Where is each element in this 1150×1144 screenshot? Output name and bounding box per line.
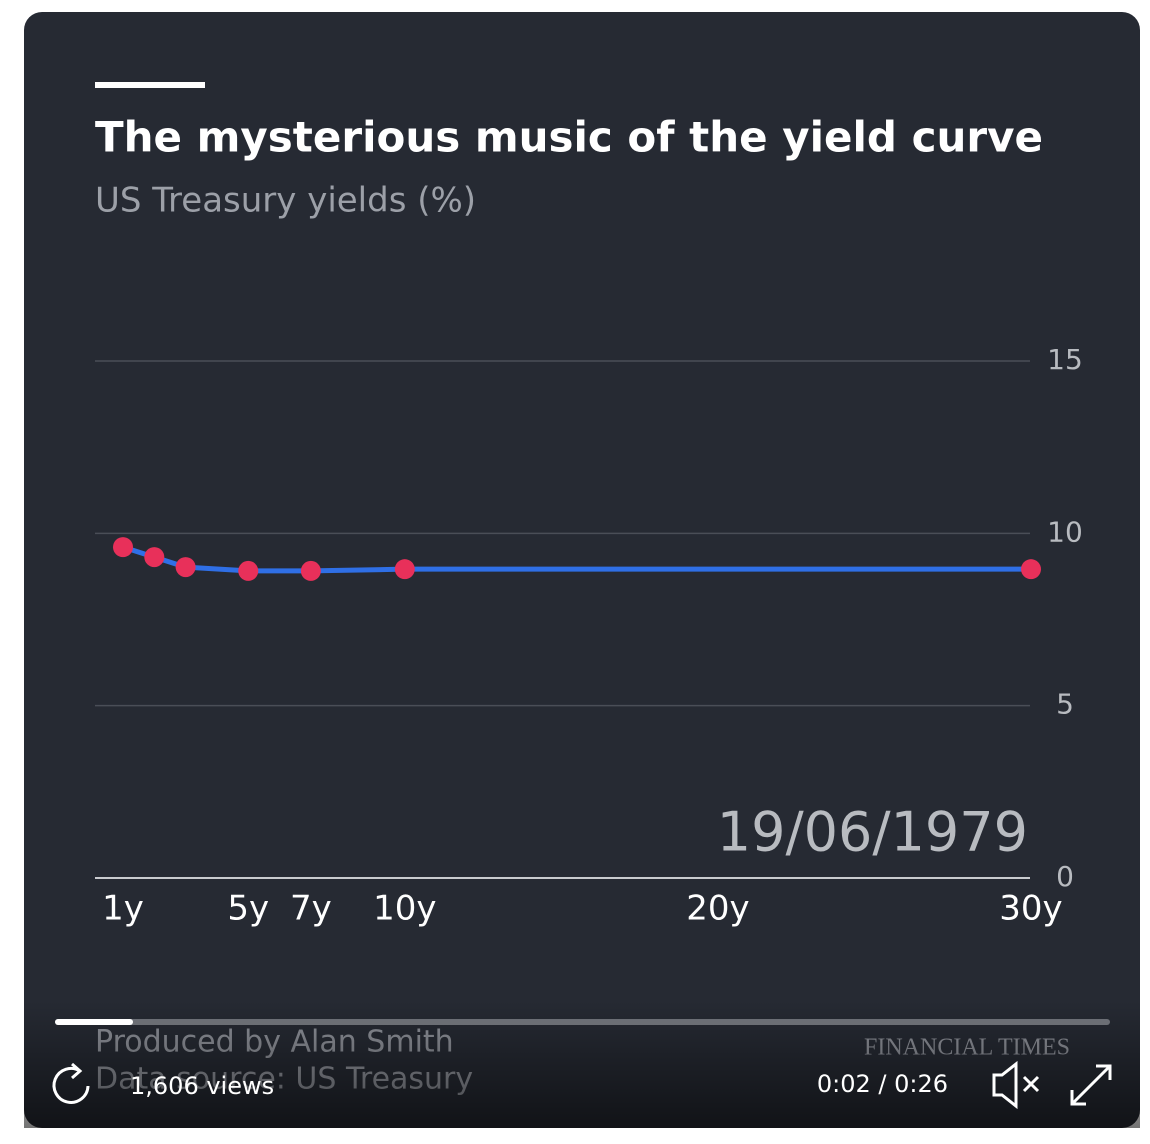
yield-point	[113, 537, 133, 558]
chart-subtitle: US Treasury yields (%)	[95, 181, 476, 221]
x-tick-label: 5y	[227, 889, 269, 929]
x-tick-label: 30y	[999, 889, 1062, 929]
replay-arrow	[71, 1062, 83, 1080]
fullscreen-icon	[1070, 1064, 1112, 1106]
plot: 0 5 10 15 1y 5y 7y 10y 20y 30y	[95, 343, 1083, 929]
yield-point	[300, 560, 321, 581]
title-rule	[95, 82, 205, 88]
yield-point	[1021, 559, 1041, 580]
yield-point	[238, 560, 259, 581]
replay-icon	[52, 1066, 90, 1104]
mute-button[interactable]	[992, 1060, 1040, 1110]
y-tick-label: 10	[1047, 515, 1083, 548]
progress-fill	[55, 1019, 133, 1025]
view-count: 1,606 views	[130, 1072, 274, 1100]
x-tick-label: 20y	[686, 889, 749, 929]
chart-title: The mysterious music of the yield curve	[95, 113, 1043, 162]
x-tick-label: 7y	[290, 889, 332, 929]
y-tick-label: 5	[1056, 688, 1074, 721]
replay-button[interactable]	[52, 1062, 90, 1104]
x-tick-label: 1y	[102, 889, 144, 929]
mute-x	[1022, 1075, 1040, 1093]
yield-point	[394, 559, 415, 580]
time-display: 0:02 / 0:26	[817, 1070, 948, 1098]
yield-point	[144, 547, 165, 568]
x-tick-label: 10y	[373, 889, 436, 929]
speaker-icon	[992, 1060, 1018, 1110]
y-tick-label: 0	[1056, 860, 1074, 893]
fullscreen-button[interactable]	[1070, 1064, 1112, 1106]
yield-point	[175, 557, 196, 578]
date-annotation: 19/06/1979	[717, 801, 1028, 864]
progress-track[interactable]	[55, 1019, 1110, 1025]
y-tick-label: 15	[1047, 343, 1083, 376]
